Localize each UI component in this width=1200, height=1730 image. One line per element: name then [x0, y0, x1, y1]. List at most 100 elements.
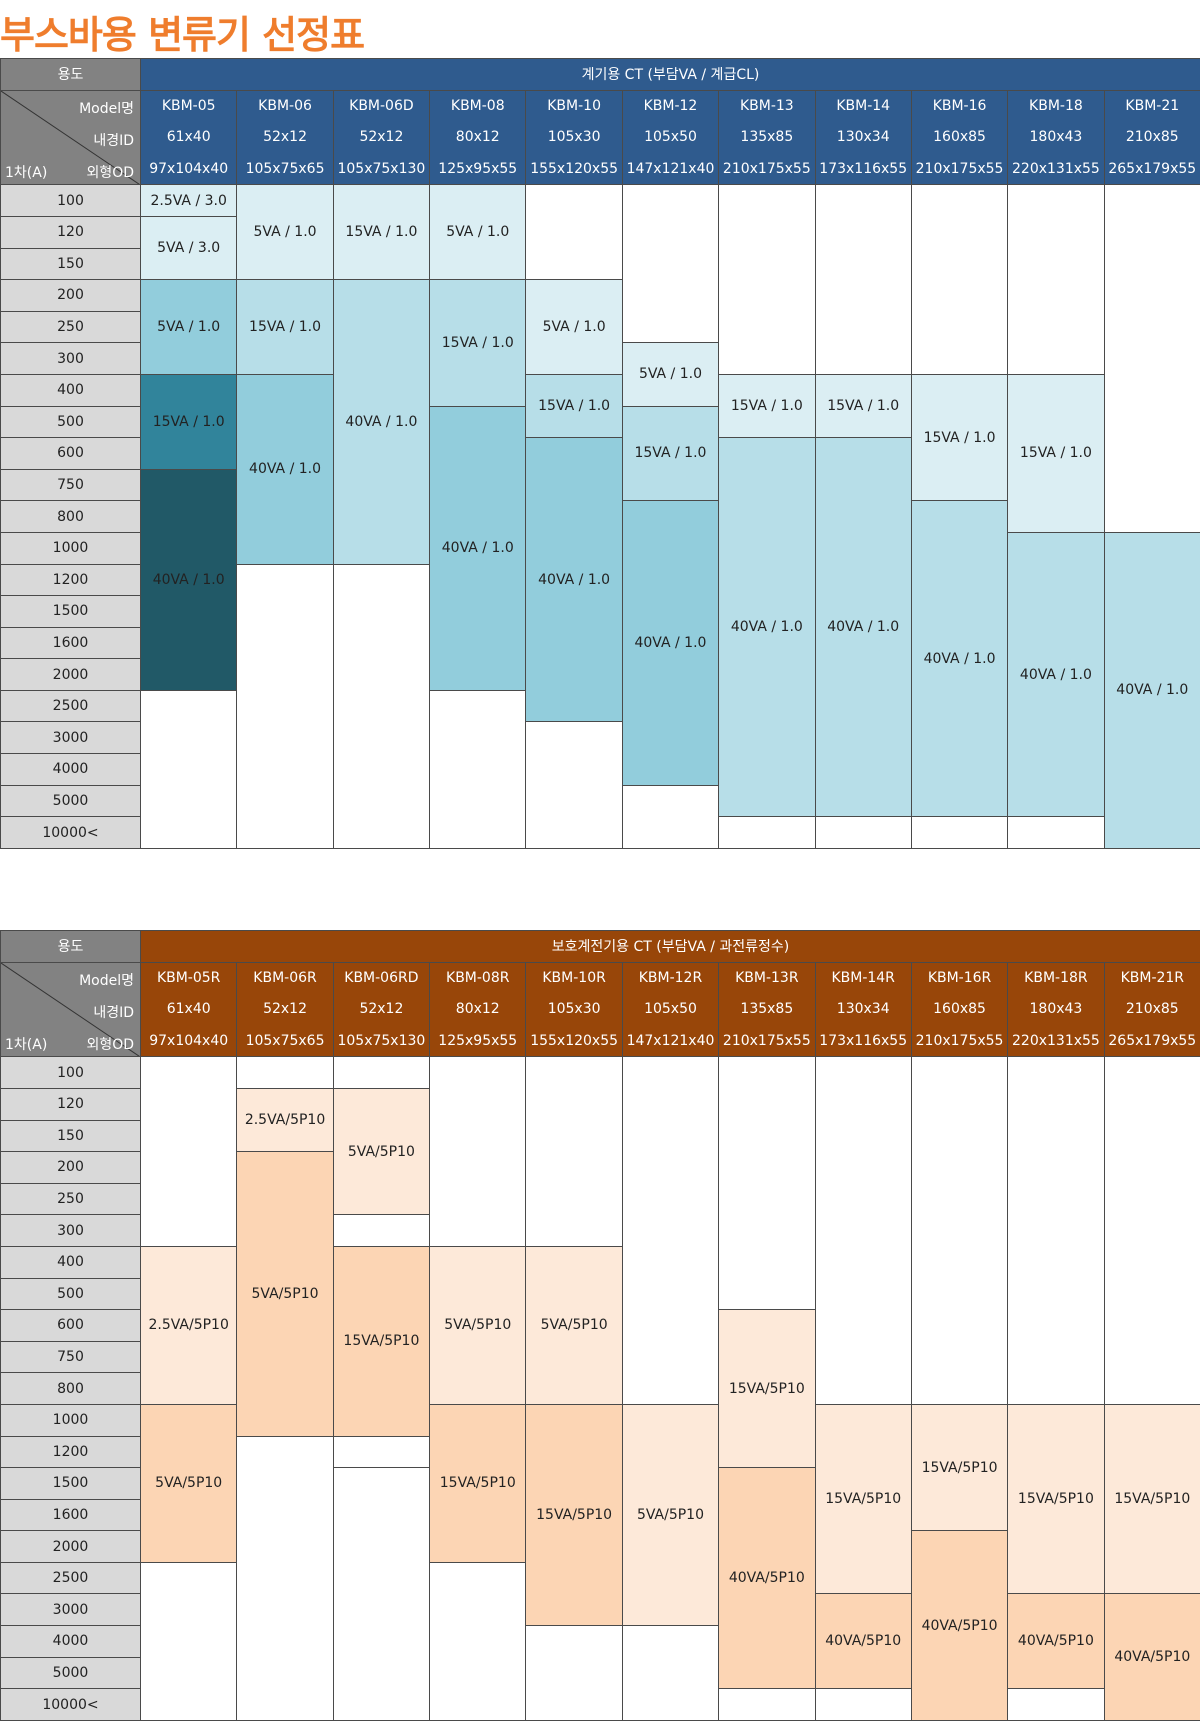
primary-current: 1000 — [0, 531, 141, 565]
usage-label: 용도 — [0, 930, 141, 963]
inner-diameter: 52x12 — [236, 121, 334, 154]
model-name: KBM-12 — [621, 90, 720, 122]
primary-current: 600 — [0, 1309, 141, 1342]
inner-diameter: 105x50 — [621, 993, 720, 1026]
empty-cell — [718, 184, 816, 375]
primary-current: 250 — [0, 1182, 141, 1216]
empty-cell — [429, 1056, 527, 1247]
inner-diameter: 130x34 — [814, 121, 912, 154]
rating-cell: 40VA/5P10 — [1103, 1593, 1200, 1721]
primary-current: 10000< — [0, 1688, 141, 1721]
inner-diameter-label: 내경ID — [93, 1004, 134, 1021]
rating-cell: 15VA/5P10 — [910, 1403, 1009, 1532]
rating-cell: 40VA / 1.0 — [621, 500, 720, 786]
rating-cell: 15VA/5P10 — [332, 1245, 431, 1437]
rating-cell: 15VA/5P10 — [525, 1403, 623, 1627]
outer-dimension: 265x179x55 — [1103, 153, 1200, 185]
primary-current-label: 1차(A) — [5, 1036, 48, 1053]
outer-dimension: 155x120x55 — [525, 1025, 623, 1057]
rating-cell: 5VA / 3.0 — [139, 215, 238, 281]
empty-cell — [814, 1688, 912, 1721]
outer-dimension: 210x175x55 — [910, 1025, 1009, 1057]
model-name: KBM-13R — [718, 962, 816, 994]
rating-cell: 15VA / 1.0 — [139, 373, 238, 470]
inner-diameter: 160x85 — [910, 121, 1009, 154]
model-name: KBM-10 — [525, 90, 623, 122]
outer-dimension: 147x121x40 — [621, 153, 720, 185]
rating-cell: 5VA/5P10 — [621, 1403, 720, 1627]
outer-dimension: 173x116x55 — [814, 153, 912, 185]
inner-diameter: 80x12 — [429, 993, 527, 1026]
primary-current: 100 — [0, 1056, 141, 1089]
rating-cell: 15VA / 1.0 — [1007, 373, 1105, 533]
model-name: KBM-08 — [429, 90, 527, 122]
primary-current: 4000 — [0, 1625, 141, 1658]
empty-cell — [139, 689, 238, 849]
inner-diameter: 61x40 — [139, 121, 238, 154]
outer-dimension: 105x75x65 — [236, 153, 334, 185]
inner-diameter: 105x30 — [525, 121, 623, 154]
primary-current: 2500 — [0, 1561, 141, 1595]
model-name: KBM-05 — [139, 90, 238, 122]
primary-current: 3000 — [0, 721, 141, 755]
primary-current: 120 — [0, 215, 141, 249]
empty-cell — [910, 816, 1009, 849]
rating-cell: 5VA/5P10 — [429, 1245, 527, 1405]
rating-cell: 40VA / 1.0 — [139, 468, 238, 691]
model-name: KBM-10R — [525, 962, 623, 994]
empty-cell — [525, 721, 623, 849]
empty-cell — [332, 563, 431, 849]
empty-cell — [718, 816, 816, 849]
rating-cell: 40VA/5P10 — [910, 1530, 1009, 1721]
rating-cell: 5VA / 1.0 — [525, 279, 623, 375]
model-name: KBM-16R — [910, 962, 1009, 994]
primary-current: 800 — [0, 1372, 141, 1405]
outer-dimension: 125x95x55 — [429, 1025, 527, 1057]
primary-current: 750 — [0, 1340, 141, 1374]
model-name: KBM-21 — [1103, 90, 1200, 122]
inner-diameter: 180x43 — [1007, 121, 1105, 154]
rating-cell: 15VA / 1.0 — [621, 405, 720, 502]
rating-cell: 5VA / 1.0 — [621, 342, 720, 407]
empty-cell — [139, 1056, 238, 1247]
inner-diameter: 52x12 — [236, 993, 334, 1026]
empty-cell — [236, 563, 334, 849]
empty-cell — [814, 1056, 912, 1405]
primary-current: 3000 — [0, 1593, 141, 1627]
primary-current: 500 — [0, 1277, 141, 1311]
primary-current: 400 — [0, 1245, 141, 1279]
inner-diameter: 80x12 — [429, 121, 527, 154]
rating-cell: 40VA/5P10 — [718, 1467, 816, 1690]
rating-cell: 40VA / 1.0 — [910, 500, 1009, 818]
outer-dimension: 210x175x55 — [910, 153, 1009, 185]
rating-cell: 15VA / 1.0 — [910, 373, 1009, 502]
model-name: KBM-05R — [139, 962, 238, 994]
outer-dimension: 147x121x40 — [621, 1025, 720, 1057]
inner-diameter: 135x85 — [718, 121, 816, 154]
empty-cell — [814, 184, 912, 375]
primary-current: 400 — [0, 373, 141, 407]
rating-cell: 15VA / 1.0 — [718, 373, 816, 439]
empty-cell — [1007, 1688, 1105, 1721]
rating-cell: 40VA / 1.0 — [1007, 531, 1105, 818]
outer-dimension: 105x75x65 — [236, 1025, 334, 1057]
empty-cell — [621, 1625, 720, 1721]
primary-current: 10000< — [0, 816, 141, 849]
outer-dimension: 210x175x55 — [718, 1025, 816, 1057]
primary-current: 5000 — [0, 784, 141, 818]
outer-dimension: 173x116x55 — [814, 1025, 912, 1057]
empty-cell — [525, 1056, 623, 1247]
outer-dimension: 97x104x40 — [139, 153, 238, 185]
inner-diameter: 61x40 — [139, 993, 238, 1026]
diagonal-header-cell: Model명 내경ID 외형OD 1차(A) — [0, 961, 141, 1058]
rating-cell: 15VA / 1.0 — [814, 373, 912, 439]
inner-diameter: 130x34 — [814, 993, 912, 1026]
primary-current: 4000 — [0, 753, 141, 786]
primary-current: 1000 — [0, 1403, 141, 1437]
inner-diameter: 52x12 — [332, 121, 431, 154]
model-name: KBM-18R — [1007, 962, 1105, 994]
page-title: 부스바용 변류기 선정표 — [0, 13, 365, 57]
inner-diameter: 135x85 — [718, 993, 816, 1026]
primary-current: 2000 — [0, 658, 141, 691]
model-name: KBM-06R — [236, 962, 334, 994]
